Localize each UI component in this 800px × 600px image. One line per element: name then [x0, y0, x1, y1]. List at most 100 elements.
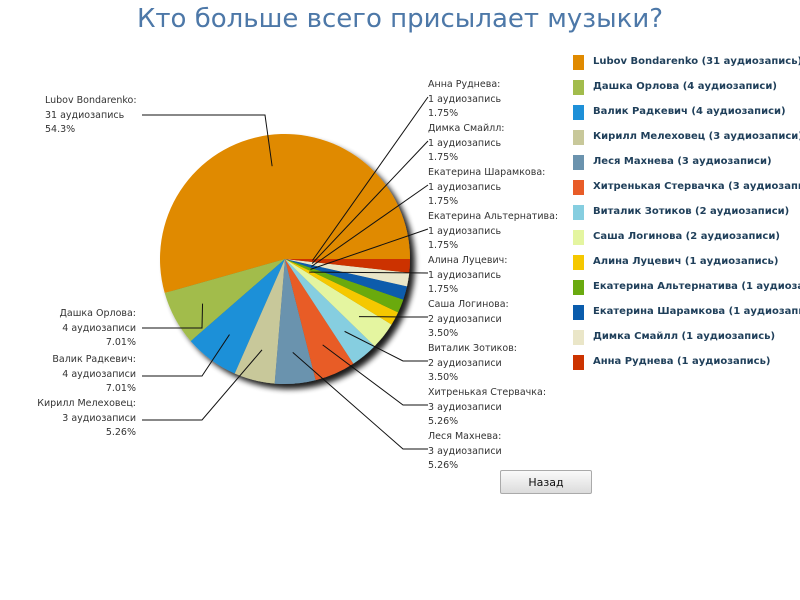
label-name: Хитренькая Стервачка: — [428, 387, 547, 398]
legend-label: Димка Смайлл (1 аудиозапись) — [593, 331, 776, 342]
label-count: 2 аудиозаписи — [428, 357, 502, 369]
legend-item: Виталик Зотиков (2 аудиозаписи) — [573, 205, 800, 221]
legend-label: Анна Руднева (1 аудиозапись) — [593, 356, 771, 367]
label-percent: 1.75% — [428, 196, 459, 207]
legend-label: Саша Логинова (2 аудиозаписи) — [593, 231, 780, 242]
legend-item: Саша Логинова (2 аудиозаписи) — [573, 230, 800, 246]
pie-slice[interactable] — [190, 259, 285, 374]
slice-label: Димка Смайлл: 1 аудиозапись 1.75% — [428, 122, 504, 166]
legend-label: Lubov Bondarenko (31 аудиозапись) — [593, 56, 800, 67]
slice-label: Леся Махнева: 3 аудиозаписи 5.26% — [428, 430, 502, 474]
leader-line — [142, 114, 273, 167]
pie-slice[interactable] — [285, 259, 354, 381]
slice-label: Виталик Зотиков: 2 аудиозаписи 3.50% — [428, 342, 517, 386]
legend-item: Алина Луцевич (1 аудиозапись) — [573, 255, 800, 271]
back-button[interactable]: Назад — [500, 470, 592, 494]
label-percent: 1.75% — [428, 108, 459, 119]
label-count: 3 аудиозаписи — [428, 445, 502, 457]
pie-slice[interactable] — [159, 134, 410, 294]
pie-slice[interactable] — [234, 259, 285, 384]
leader-line — [142, 349, 263, 421]
chart-title: Кто больше всего присылает музыки? — [136, 4, 664, 34]
slice-label: Кирилл Мелеховец: 3 аудиозаписи 5.26% — [37, 397, 136, 441]
legend-label: Кирилл Мелеховец (3 аудиозаписи) — [593, 131, 800, 142]
label-name: Кирилл Мелеховец: — [37, 398, 136, 409]
leader-line — [309, 271, 429, 274]
legend-item: Леся Махнева (3 аудиозаписи) — [573, 155, 800, 171]
legend-item: Анна Руднева (1 аудиозапись) — [573, 355, 800, 371]
label-count: 2 аудиозаписи — [428, 313, 502, 325]
pie-slice[interactable] — [164, 259, 285, 342]
legend-swatch — [573, 180, 584, 195]
pie-slice[interactable] — [285, 259, 392, 347]
legend-swatch — [573, 105, 584, 120]
slice-label: Дашка Орлова: 4 аудиозаписи 7.01% — [59, 307, 136, 351]
leader-line — [142, 303, 204, 329]
legend-label: Алина Луцевич (1 аудиозапись) — [593, 256, 779, 267]
legend-swatch — [573, 255, 584, 270]
legend-swatch — [573, 205, 584, 220]
label-percent: 54.3% — [45, 124, 76, 135]
pie-slice[interactable] — [285, 259, 375, 364]
legend-swatch — [573, 280, 584, 295]
slice-label: Валик Радкевич: 4 аудиозаписи 7.01% — [52, 353, 136, 397]
slice-label: Саша Логинова: 2 аудиозаписи 3.50% — [428, 298, 509, 342]
label-count: 4 аудиозаписи — [62, 322, 136, 334]
leader-line — [312, 96, 429, 261]
legend-swatch — [573, 55, 584, 70]
label-count: 1 аудиозапись — [428, 137, 502, 149]
label-percent: 1.75% — [428, 152, 459, 163]
label-percent: 7.01% — [105, 383, 136, 394]
legend-swatch — [573, 330, 584, 345]
leader-line — [322, 344, 428, 406]
label-name: Валик Радкевич: — [52, 354, 136, 365]
legend-item: Екатерина Шарамкова (1 аудиозапись) — [573, 305, 800, 321]
leader-line — [292, 352, 428, 450]
label-name: Анна Руднева: — [428, 79, 501, 90]
leader-line — [311, 140, 429, 264]
label-name: Виталик Зотиков: — [428, 343, 518, 354]
label-count: 4 аудиозаписи — [62, 368, 136, 380]
legend-item: Димка Смайлл (1 аудиозапись) — [573, 330, 800, 346]
slice-label: Lubov Bondarenko: 31 аудиозапись 54.3% — [45, 94, 137, 138]
label-percent: 1.75% — [428, 284, 459, 295]
label-count: 1 аудиозапись — [428, 225, 502, 237]
legend-label: Екатерина Шарамкова (1 аудиозапись) — [593, 306, 800, 317]
label-count: 3 аудиозаписи — [62, 412, 136, 424]
label-percent: 5.26% — [105, 427, 136, 438]
legend-item: Кирилл Мелеховец (3 аудиозаписи) — [573, 130, 800, 146]
label-count: 1 аудиозапись — [428, 93, 502, 105]
slice-label: Екатерина Альтернатива: 1 аудиозапись 1.75… — [428, 210, 558, 254]
pie-slice[interactable] — [285, 259, 407, 300]
legend-item: Екатерина Альтернатива (1 аудиозапись) — [573, 280, 800, 296]
legend-swatch — [573, 230, 584, 245]
pie-slice[interactable] — [285, 259, 399, 325]
label-name: Екатерина Шарамкова: — [428, 167, 546, 178]
label-percent: 1.75% — [428, 240, 459, 251]
label-percent: 5.26% — [428, 460, 459, 471]
slice-label: Анна Руднева: 1 аудиозапись 1.75% — [428, 78, 501, 122]
slice-label: Алина Луцевич: 1 аудиозапись 1.75% — [428, 254, 507, 298]
legend-swatch — [573, 155, 584, 170]
label-percent: 5.26% — [428, 416, 459, 427]
slice-label: Хитренькая Стервачка: 3 аудиозаписи 5.26% — [428, 386, 546, 430]
legend-label: Валик Радкевич (4 аудиозаписи) — [593, 106, 786, 117]
label-count: 1 аудиозапись — [428, 181, 502, 193]
legend-item: Дашка Орлова (4 аудиозаписи) — [573, 80, 800, 96]
legend-swatch — [573, 305, 584, 320]
legend-swatch — [573, 130, 584, 145]
pie-slice[interactable] — [285, 259, 410, 273]
label-percent: 7.01% — [105, 337, 136, 348]
label-name: Алина Луцевич: — [428, 255, 508, 266]
leader-line — [344, 330, 428, 362]
legend-item: Lubov Bondarenko (31 аудиозапись) — [573, 55, 800, 71]
pie-slice[interactable] — [274, 259, 316, 384]
legend-label: Дашка Орлова (4 аудиозаписи) — [593, 81, 777, 92]
legend-label: Хитренькая Стервачка (3 аудиозаписи) — [593, 181, 800, 192]
legend-label: Виталик Зотиков (2 аудиозаписи) — [593, 206, 790, 217]
label-count: 31 аудиозапись — [45, 109, 125, 121]
label-name: Димка Смайлл: — [428, 123, 505, 134]
label-name: Саша Логинова: — [428, 299, 509, 310]
legend-label: Леся Махнева (3 аудиозаписи) — [593, 156, 772, 167]
legend-swatch — [573, 80, 584, 95]
